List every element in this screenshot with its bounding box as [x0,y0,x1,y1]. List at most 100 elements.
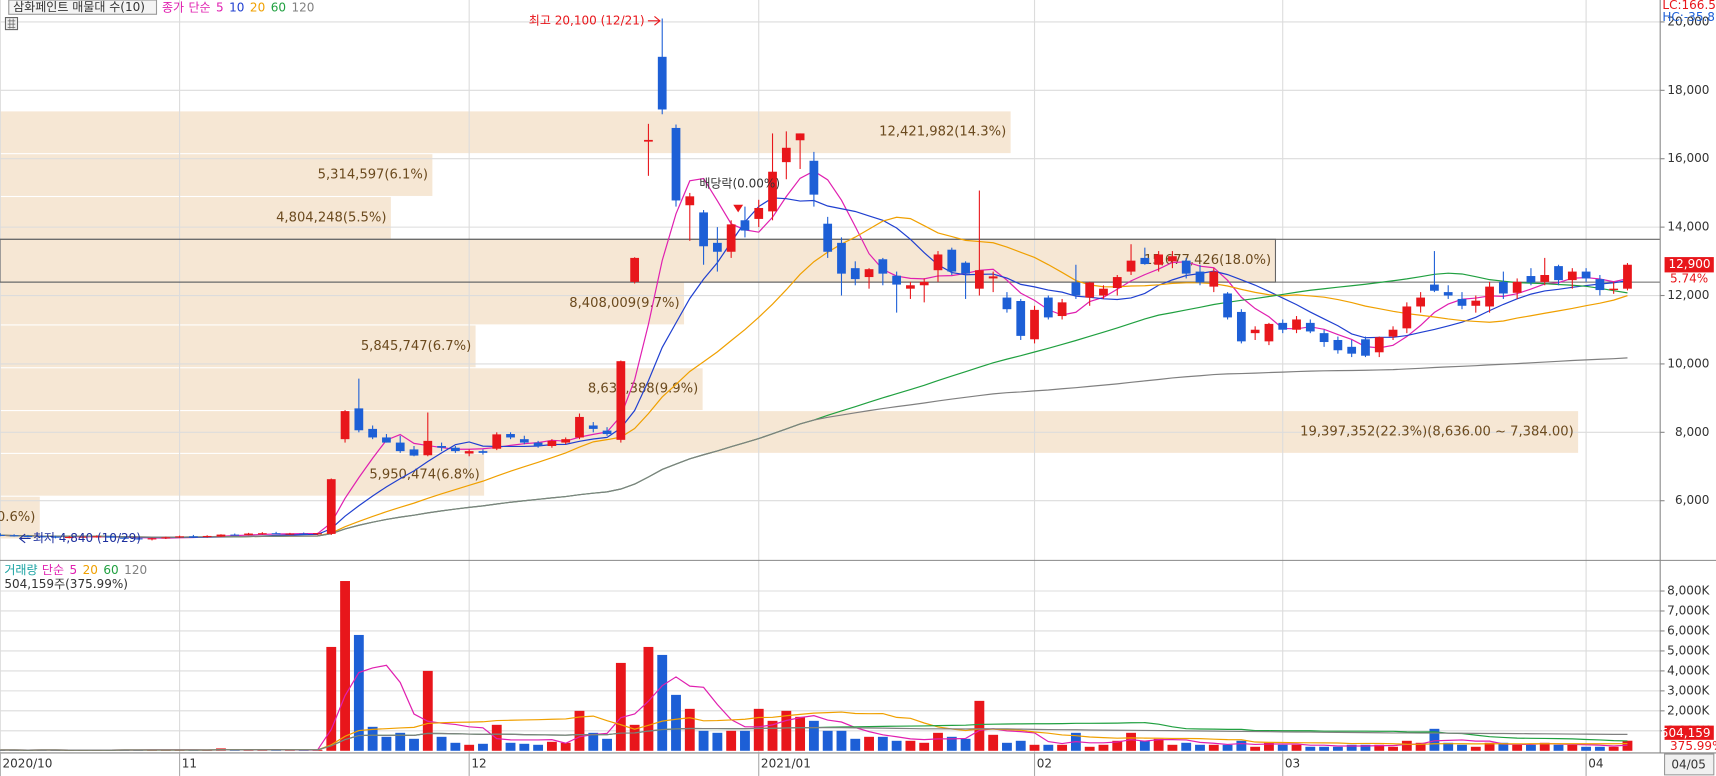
candle-body [1416,297,1426,307]
volume-bar [1484,742,1495,751]
candle-body [933,254,943,271]
y-tick-label: 6,000K [1667,623,1710,637]
y-tick-label: 2,000K [1667,703,1710,717]
high-arrow [647,16,661,26]
y-tick-label: 3,000K [1667,683,1710,697]
volume-bar [588,732,599,751]
volume-bar [1305,746,1316,751]
candle-body [1623,264,1632,289]
x-tick-label: 03 [1285,756,1300,770]
candle-body [1085,282,1095,298]
volume-bar [1553,744,1564,751]
candle-body [974,270,984,289]
candle-body [478,451,488,453]
candle-body [409,449,419,456]
candle-body [754,207,764,219]
candle-body [1223,293,1232,318]
y-tick-label: 20,000 [1667,14,1709,28]
legend-ma-label: 단순 [188,0,210,14]
volume-bar [726,730,737,751]
candle-body [1319,333,1329,343]
candle-body [1305,322,1315,332]
candle-body [781,147,791,163]
candle-body [533,442,543,447]
candle-body [313,533,322,535]
candle-body [961,262,970,274]
moving-average [0,726,1628,751]
volume-bar [864,736,874,751]
profile-label: 19,397,352(22.3%)(8,636.00 ~ 7,384.00) [1300,424,1574,439]
hc-label: HC:-35.8 [1662,10,1715,24]
profile-band [0,496,40,539]
candle-body [37,536,47,538]
candle-body [685,196,695,206]
candle-body [64,536,74,539]
event-note: 배당락(0.00%) [699,176,780,190]
volume-bar [1112,740,1123,751]
high-note: 최고 20,100 (12/21) [529,13,645,27]
candle-body [51,536,60,538]
legend: 거래량 단순 5 20 60 120 [4,563,147,577]
x-tick-label: 11 [182,756,197,770]
profile-band [0,154,433,196]
candle-body [244,533,253,535]
volume-bar [395,732,406,751]
volume-bar [1029,744,1040,751]
candle-body [1016,300,1026,336]
chart-title: 삼화페인트 매물대 수(10) [13,0,145,14]
candle-body [92,536,102,538]
candle-body [1264,323,1274,342]
candle-body [271,533,281,535]
candle-body [1181,260,1191,274]
volume-bar [1401,740,1412,751]
candle-body [23,535,33,538]
candle-body [588,425,598,429]
profile-label: 5,950,474(6.8%) [369,467,479,482]
candle-body [1236,311,1246,342]
volume-bar [381,736,392,751]
legend-entry: 120 [124,563,147,577]
volume-bar [326,646,337,751]
candle-body [340,411,350,440]
volume-bar [533,744,544,751]
candle-body [1347,346,1357,354]
profile-band [0,368,703,411]
candle-body [147,538,157,540]
volume-bar [560,742,571,751]
candle-body [1168,256,1177,262]
y-tick-label: 6,000 [1675,493,1709,507]
menu-icon-grid [7,18,16,29]
volume-bar [602,738,612,751]
candle-body [1388,329,1398,337]
candle-body [919,281,929,286]
volume-bar [740,730,750,751]
volume-bar [919,742,930,751]
candle-body [795,133,805,141]
candle-body [823,223,833,252]
low-arrow [18,533,31,544]
y-tick-label: 4,000K [1667,663,1710,677]
candle-body [519,439,529,443]
last-price-box [1664,257,1714,273]
legend-entry: 60 [271,0,286,14]
volume-bar [546,741,557,751]
candle-body [382,437,391,443]
legend-entry: 120 [291,0,314,14]
volume-bar [1443,742,1454,751]
legend-entry: 10 [229,0,244,14]
candle-body [1609,288,1619,291]
candle-body [712,242,722,252]
candle-body [1126,260,1136,272]
volume-bar [1167,744,1178,751]
volume-bar [1236,740,1247,751]
candle-body [423,440,433,456]
volume-bar [808,720,819,751]
volume-bar [1319,746,1330,751]
volume-legend-value: 504,159주(375.99%) [4,577,128,591]
candle-body [575,416,584,438]
candle-body [285,533,295,535]
candle-body [671,127,681,201]
volume-bar [684,708,695,751]
candle-body [1278,322,1288,330]
y-tick-label: 8,000K [1667,584,1710,598]
